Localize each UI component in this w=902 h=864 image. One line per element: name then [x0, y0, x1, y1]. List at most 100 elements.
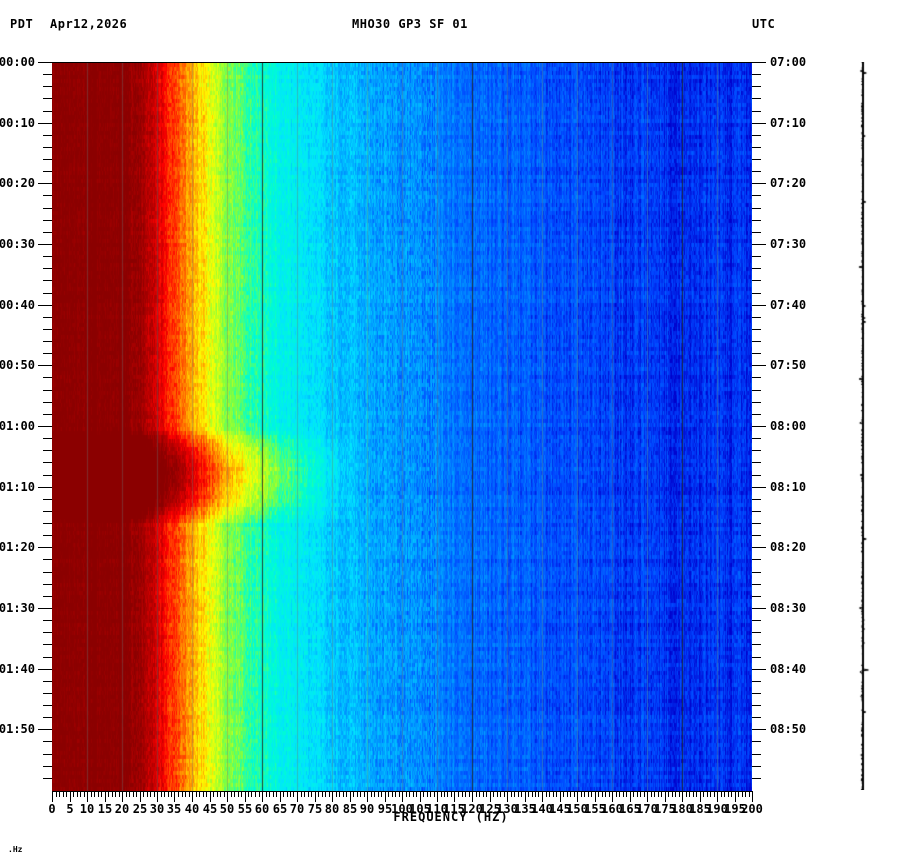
time-tick-minor [43, 256, 52, 257]
time-tick-minor [43, 377, 52, 378]
time-tick-minor [752, 523, 761, 524]
time-tick-major [752, 365, 766, 366]
frequency-tick-minor [563, 791, 564, 797]
time-tick-minor [43, 499, 52, 500]
time-tick-minor [752, 741, 761, 742]
frequency-tick-minor [567, 791, 568, 797]
time-tick-minor [43, 693, 52, 694]
frequency-tick-minor [427, 791, 428, 797]
time-tick-minor [43, 475, 52, 476]
frequency-tick-minor [171, 791, 172, 797]
frequency-tick-minor [231, 791, 232, 797]
time-tick-minor [43, 341, 52, 342]
frequency-label: 125 [479, 802, 501, 816]
time-tick-minor [752, 766, 761, 767]
frequency-tick-minor [626, 791, 627, 797]
frequency-label: 45 [202, 802, 218, 816]
frequency-tick-minor [154, 791, 155, 797]
frequency-tick-minor [570, 791, 571, 797]
frequency-tick-minor [721, 791, 722, 797]
frequency-tick-minor [189, 791, 190, 797]
frequency-tick-minor [378, 791, 379, 797]
frequency-tick-minor [707, 791, 708, 797]
frequency-tick-minor [98, 791, 99, 797]
frequency-tick-minor [588, 791, 589, 797]
frequency-tick-major [332, 791, 333, 802]
frequency-tick-minor [654, 791, 655, 797]
frequency-tick-minor [497, 791, 498, 797]
frequency-label: 110 [426, 802, 448, 816]
frequency-tick-minor [518, 791, 519, 797]
frequency-tick-minor [343, 791, 344, 797]
time-tick-major [752, 547, 766, 548]
frequency-tick-minor [80, 791, 81, 797]
frequency-tick-minor [651, 791, 652, 797]
spectrogram-plot[interactable] [52, 62, 752, 792]
frequency-label: 195 [724, 802, 746, 816]
frequency-tick-minor [255, 791, 256, 797]
time-tick-minor [43, 705, 52, 706]
frequency-tick-minor [546, 791, 547, 797]
time-tick-minor [43, 232, 52, 233]
frequency-label: 135 [514, 802, 536, 816]
frequency-tick-minor [430, 791, 431, 797]
time-tick-minor [43, 657, 52, 658]
time-tick-minor [752, 693, 761, 694]
frequency-label: 90 [359, 802, 375, 816]
time-tick-minor [43, 195, 52, 196]
frequency-tick-minor [112, 791, 113, 797]
time-tick-minor [43, 147, 52, 148]
time-tick-minor [752, 98, 761, 99]
time-tick-minor [43, 632, 52, 633]
frequency-tick-minor [217, 791, 218, 797]
frequency-tick-minor [269, 791, 270, 797]
time-tick-minor [43, 159, 52, 160]
time-tick-minor [43, 523, 52, 524]
frequency-label: 165 [619, 802, 641, 816]
time-tick-minor [43, 390, 52, 391]
frequency-tick-minor [339, 791, 340, 797]
frequency-label: 120 [461, 802, 483, 816]
frequency-tick-major [192, 791, 193, 802]
frequency-tick-major [577, 791, 578, 802]
time-label-local: 01:40 [0, 662, 35, 676]
frequency-tick-major [367, 791, 368, 802]
frequency-tick-minor [185, 791, 186, 797]
frequency-tick-minor [731, 791, 732, 797]
time-tick-minor [752, 620, 761, 621]
frequency-tick-minor [640, 791, 641, 797]
time-label-local: 01:30 [0, 601, 35, 615]
frequency-tick-minor [311, 791, 312, 797]
time-axis-utc: 07:00 07:10 07:20 07:30 07:40 07:50 08:00 08:10… [752, 56, 862, 790]
frequency-tick-major [157, 791, 158, 802]
time-tick-minor [43, 620, 52, 621]
frequency-label: 30 [149, 802, 165, 816]
time-tick-minor [43, 329, 52, 330]
frequency-tick-major [297, 791, 298, 802]
spectrogram-image[interactable] [52, 63, 752, 791]
frequency-tick-minor [196, 791, 197, 797]
frequency-tick-minor [447, 791, 448, 797]
time-tick-minor [752, 499, 761, 500]
time-tick-minor [43, 584, 52, 585]
frequency-tick-minor [409, 791, 410, 797]
time-tick-major [752, 608, 766, 609]
frequency-label: 70 [289, 802, 305, 816]
frequency-tick-minor [479, 791, 480, 797]
frequency-tick-minor [413, 791, 414, 797]
time-tick-major [752, 183, 766, 184]
frequency-tick-minor [423, 791, 424, 797]
time-tick-minor [43, 559, 52, 560]
time-tick-minor [752, 462, 761, 463]
frequency-tick-minor [686, 791, 687, 797]
frequency-tick-major [490, 791, 491, 802]
header-bar: PDT Apr12,2026 MHO30 GP3 SF 01 UTC [0, 17, 902, 35]
frequency-tick-minor [318, 791, 319, 797]
time-tick-minor [43, 208, 52, 209]
frequency-tick-minor [283, 791, 284, 797]
frequency-tick-minor [108, 791, 109, 797]
frequency-label: 25 [132, 802, 148, 816]
frequency-tick-minor [329, 791, 330, 797]
frequency-tick-minor [469, 791, 470, 797]
time-tick-minor [43, 268, 52, 269]
